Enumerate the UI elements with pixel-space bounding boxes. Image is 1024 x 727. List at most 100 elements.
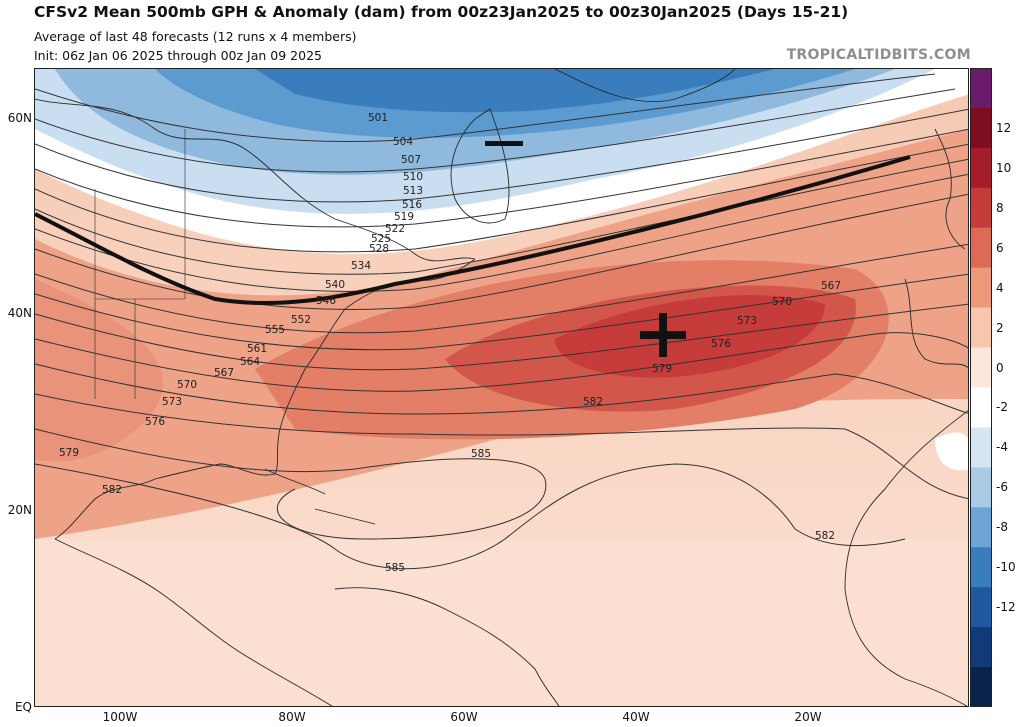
anomaly-map: 501 504 507 510 513 516 519 522 525 528 …	[34, 68, 969, 707]
contour-label: 582	[583, 396, 603, 408]
negative-anomaly-marker	[485, 141, 523, 146]
lat-label: 60N	[7, 111, 32, 125]
positive-anomaly-marker	[640, 313, 686, 357]
height-contours	[35, 73, 968, 570]
colorbar-segment	[970, 307, 992, 349]
colorbar-label: -6	[996, 480, 1008, 495]
lat-label: 20N	[7, 503, 32, 517]
contour-line	[35, 108, 968, 203]
contour-line	[35, 303, 968, 371]
lon-label: 20W	[794, 710, 822, 724]
contour-line	[35, 243, 968, 334]
contour-label: 582	[815, 530, 835, 542]
colorbar-segment	[970, 427, 992, 468]
colorbar-label: -4	[996, 440, 1008, 455]
contour-label: 570	[177, 379, 197, 391]
contour-label: 576	[711, 338, 731, 350]
colorbar-segment	[970, 587, 992, 628]
colorbar-segment	[970, 68, 992, 109]
contour-line	[35, 332, 968, 392]
colorbar-segment	[970, 627, 992, 668]
coast-canada	[35, 98, 476, 262]
contour-label: 540	[325, 279, 345, 291]
lon-label: 60W	[450, 710, 478, 724]
lon-label: 40W	[622, 710, 650, 724]
political-borders	[94, 129, 186, 399]
colorbar-label: -12	[996, 600, 1016, 615]
lat-label: EQ	[14, 700, 32, 714]
contour-label: 567	[821, 280, 841, 292]
map-title: CFSv2 Mean 500mb GPH & Anomaly (dam) fro…	[34, 3, 849, 21]
contour-label: 528	[369, 243, 389, 255]
contour-line	[35, 143, 968, 253]
contour-line	[35, 193, 968, 310]
colorbar-segment	[970, 467, 992, 508]
colorbar-label: 8	[996, 200, 1004, 215]
colorbar-segment	[970, 387, 992, 428]
brand-watermark[interactable]: TROPICALTIDBITS.COM	[786, 47, 971, 63]
coast-central-america	[54, 538, 333, 706]
contour-label: 522	[385, 223, 405, 235]
coast-iberia	[904, 278, 968, 369]
colorbar-label: 2	[996, 320, 1004, 335]
zero-anomaly-line	[35, 155, 911, 306]
colorbar-segment	[970, 267, 992, 309]
colorbar-label: 12	[996, 120, 1012, 135]
anomaly-africa-cold	[935, 432, 968, 471]
contour-label: 570	[772, 296, 792, 308]
contour-label: 546	[316, 295, 336, 307]
colorbar-label: -10	[996, 560, 1016, 575]
contour-line	[35, 428, 547, 540]
contour-label: 510	[403, 171, 423, 183]
map-subtitle-ensemble: Average of last 48 forecasts (12 runs x …	[34, 29, 357, 44]
contour-label: 585	[471, 448, 491, 460]
contour-label: 579	[59, 447, 79, 459]
colorbar-segment	[970, 147, 992, 189]
contour-label: 576	[145, 416, 165, 428]
anomaly-field-tropics	[35, 539, 968, 706]
contour-label: 573	[162, 396, 182, 408]
contour-line	[35, 273, 968, 351]
contour-line	[35, 88, 956, 173]
contour-label: 579	[652, 363, 672, 375]
contour-line	[35, 128, 968, 228]
colorbar-segment	[970, 187, 992, 229]
coast-south-america	[334, 587, 560, 706]
contour-label: 504	[393, 136, 413, 148]
coast-british-isles	[934, 128, 966, 250]
contour-label: 519	[394, 211, 414, 223]
colorbar-segment	[970, 227, 992, 269]
colorbar-segment	[970, 107, 992, 149]
coast-africa	[844, 410, 968, 706]
anomaly-band-minus8	[255, 69, 775, 113]
coast-caribbean	[264, 468, 376, 525]
anomaly-southwest-us	[35, 279, 163, 462]
contour-line	[35, 73, 936, 143]
contour-label: 567	[214, 367, 234, 379]
contour-label: 573	[737, 315, 757, 327]
lat-label: 40N	[7, 306, 32, 320]
contour-line	[35, 158, 968, 275]
contour-line	[35, 463, 906, 570]
contour-label: 555	[265, 324, 285, 336]
colorbar-segment	[970, 547, 992, 588]
contour-line	[35, 173, 968, 292]
contour-label: 585	[385, 562, 405, 574]
contour-line	[35, 363, 968, 415]
contour-label: 561	[247, 343, 267, 355]
map-subtitle-init: Init: 06z Jan 06 2025 through 00z Jan 09…	[34, 48, 322, 63]
contour-label: 501	[368, 112, 388, 124]
contour-line	[35, 393, 968, 500]
contour-label: 516	[402, 199, 422, 211]
anomaly-core	[555, 295, 825, 378]
contour-label: 582	[102, 484, 122, 496]
lon-label: 80W	[278, 710, 306, 724]
colorbar	[970, 68, 992, 707]
colorbar-segment	[970, 667, 992, 707]
contour-label: 552	[291, 314, 311, 326]
plus-vertical	[659, 313, 667, 357]
colorbar-label: 0	[996, 360, 1004, 375]
contour-label: 513	[403, 185, 423, 197]
colorbar-segment	[970, 507, 992, 548]
colorbar-frame	[970, 68, 992, 707]
